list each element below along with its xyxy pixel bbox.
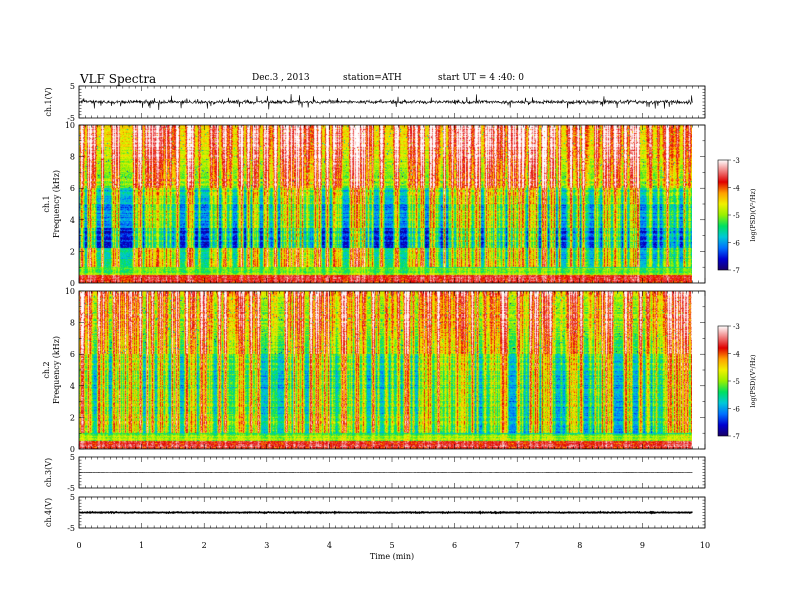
x-tick-label: 8 [577, 541, 582, 550]
ch2_spectrogram-colorbar-tick-label: -4 [733, 351, 740, 359]
x-tick-label: 9 [640, 541, 645, 550]
x-tick-label: 6 [452, 541, 457, 550]
ch4_waveform-y-tick-label: -5 [67, 524, 75, 533]
x-tick-label: 1 [139, 541, 144, 550]
ch4_waveform-y-tick-label: 5 [70, 493, 75, 502]
ch3_waveform-y-tick-label: -5 [67, 484, 75, 493]
chart-title: VLF Spectra [80, 72, 157, 86]
x-tick-label: 10 [700, 541, 710, 550]
ch1_spectrogram-ylabel: Frequency (kHz) [52, 170, 61, 238]
ch4_waveform-trace [79, 510, 693, 515]
ch3_waveform-y-tick-label: 5 [70, 453, 75, 462]
x-tick-label: 4 [327, 541, 332, 550]
x-tick-label: 2 [202, 541, 207, 550]
ch2_spectrogram-colorbar-tick-label: -7 [733, 433, 740, 441]
station-label: station=ATH [343, 73, 402, 83]
x-tick-label: 3 [264, 541, 269, 550]
ch1_spectrogram-y-tick-label: 8 [70, 153, 75, 162]
ch1_waveform-y-tick-label: -5 [67, 114, 75, 123]
ch4_waveform-ylabel: ch.4(V) [44, 498, 53, 527]
ch1_spectrogram-colorbar [717, 159, 729, 271]
ch1_spectrogram-heatmap [79, 125, 692, 283]
ch2_spectrogram-y-tick-label: 10 [65, 287, 75, 296]
ch1_spectrogram-colorbar-tick-label: -6 [733, 240, 740, 248]
ch2_spectrogram-y-tick-label: 6 [70, 350, 75, 359]
x-tick-label: 0 [76, 541, 81, 550]
ch2_spectrogram-colorbar-tick-label: -6 [733, 406, 740, 414]
ch2_spectrogram-colorbar-tick-label: -3 [733, 323, 740, 331]
date-label: Dec.3 , 2013 [252, 73, 310, 83]
ch1_spectrogram-y-tick-label: 6 [70, 184, 75, 193]
ch1_waveform-trace [79, 94, 693, 111]
ch2_spectrogram-ylabel: Frequency (kHz) [52, 336, 61, 404]
start-time-label: start UT = 4 :40: 0 [438, 73, 524, 83]
x-tick-label: 7 [515, 541, 520, 550]
ch1_waveform-ylabel: ch.1(V) [44, 87, 53, 116]
ch1_spectrogram-colorbar-tick-label: -3 [733, 157, 740, 165]
ch2_spectrogram-colorbar-tick-label: -5 [733, 378, 740, 386]
ch1_spectrogram-y-tick-label: 10 [65, 121, 75, 130]
ch2_spectrogram-colorbar [717, 325, 729, 437]
ch1_spectrogram-y-tick-label: 0 [70, 279, 75, 288]
ch3_waveform-ylabel: ch.3(V) [44, 458, 53, 487]
x-axis-label: Time (min) [370, 552, 414, 561]
ch2_spectrogram-heatmap [79, 291, 692, 449]
ch1_spectrogram-y-tick-label: 2 [70, 247, 75, 256]
ch2_spectrogram-y-tick-label: 0 [70, 445, 75, 454]
ch2_spectrogram-y-tick-label: 2 [70, 413, 75, 422]
ch1_spectrogram-colorbar-tick-label: -5 [733, 212, 740, 220]
ch1_spectrogram-colorbar-label: log(PSD)(V²/Hz) [749, 188, 757, 241]
ch1_waveform-y-tick-label: 5 [70, 82, 75, 91]
ch2_spectrogram-y-tick-label: 8 [70, 319, 75, 328]
ch2_spectrogram-colorbar-label: log(PSD)(V²/Hz) [749, 354, 757, 407]
x-tick-label: 5 [389, 541, 394, 550]
ch1_spectrogram-colorbar-tick-label: -4 [733, 185, 740, 193]
ch2_spectrogram-channel-label: ch.2 [42, 361, 51, 378]
ch1_spectrogram-channel-label: ch.1 [42, 195, 51, 212]
ch1_spectrogram-y-tick-label: 4 [70, 216, 75, 225]
ch2_spectrogram-y-tick-label: 4 [70, 382, 75, 391]
ch1_spectrogram-colorbar-tick-label: -7 [733, 267, 740, 275]
